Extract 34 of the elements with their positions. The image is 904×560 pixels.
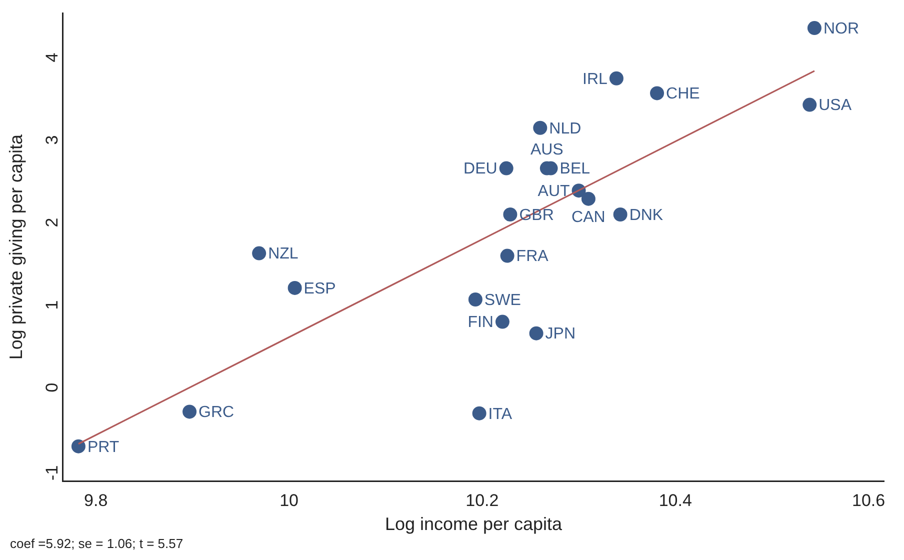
data-label: FIN	[468, 314, 494, 332]
x-tick-label: 10.6	[852, 490, 886, 510]
y-axis-title: Log private giving per capita	[6, 134, 26, 360]
data-label: ESP	[304, 280, 336, 298]
data-label: CAN	[572, 209, 606, 226]
y-tick-label: 2	[42, 218, 62, 228]
data-label: ITA	[488, 406, 512, 423]
data-label: SWE	[484, 292, 521, 309]
data-label: DNK	[629, 206, 664, 224]
data-label: USA	[818, 97, 852, 114]
data-label: CHE	[666, 86, 700, 103]
y-tick-label: 0	[42, 382, 62, 392]
x-tick-label: 10.4	[658, 490, 692, 510]
text: coef =5.92; se = 1.06; t = 5.57	[10, 536, 184, 552]
data-label: NZL	[268, 246, 298, 263]
y-tick-label: 3	[42, 135, 62, 145]
data-label: BEL	[560, 160, 590, 178]
data-label: AUT	[538, 182, 570, 200]
x-tick-label: 10.2	[466, 490, 499, 510]
y-tick-label: -1	[42, 465, 62, 480]
data-label: IRL	[582, 70, 608, 88]
x-tick-label: 10	[280, 490, 298, 510]
data-label: PRT	[87, 438, 120, 456]
y-tick-label: 4	[42, 52, 62, 62]
x-tick-label: 9.8	[84, 490, 108, 510]
data-label: NLD	[549, 120, 582, 138]
data-label: NOR	[823, 20, 860, 38]
data-label: AUS	[530, 142, 564, 159]
data-label: FRA	[516, 248, 549, 266]
x-axis-title: Log income per capita	[384, 514, 564, 534]
data-label: DEU	[464, 160, 498, 178]
y-tick-label: 1	[42, 300, 62, 310]
data-label: GRC	[198, 404, 234, 422]
data-label: JPN	[545, 326, 576, 343]
